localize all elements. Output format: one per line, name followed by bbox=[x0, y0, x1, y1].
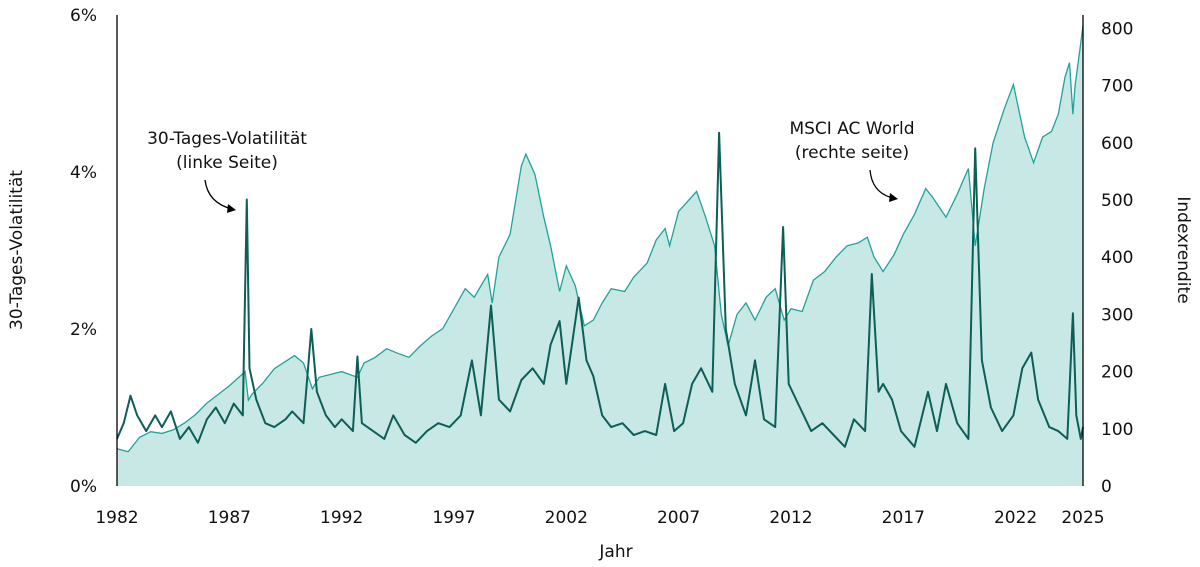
y-right-axis-label: Indexrendite bbox=[1173, 196, 1193, 303]
y-right-tick-label: 700 bbox=[1101, 77, 1133, 97]
x-tick-label: 2025 bbox=[1061, 508, 1104, 528]
annotation-volatility: 30-Tages-Volatilität (linke Seite) bbox=[147, 129, 307, 213]
volatility-line bbox=[116, 131, 1084, 448]
index-area-layer bbox=[116, 25, 1084, 486]
annotation-volatility-line1: 30-Tages-Volatilität bbox=[147, 129, 307, 149]
y-left-axis-label: 30-Tages-Volatilität bbox=[7, 170, 27, 330]
x-axis-label: Jahr bbox=[598, 542, 632, 562]
annotation-index-line2: (rechte seite) bbox=[795, 143, 909, 163]
y-right-tick-label: 100 bbox=[1101, 420, 1133, 440]
x-tick-label: 2007 bbox=[657, 508, 700, 528]
x-tick-label: 1987 bbox=[208, 508, 251, 528]
y-left-tick-label: 0% bbox=[70, 477, 97, 497]
x-tick-label: 2017 bbox=[882, 508, 925, 528]
annotation-index-line1: MSCI AC World bbox=[789, 119, 914, 139]
y-right-tick-label: 500 bbox=[1101, 191, 1133, 211]
y-right-tick-label: 600 bbox=[1101, 134, 1133, 154]
x-tick-label: 2022 bbox=[994, 508, 1037, 528]
annotation-volatility-line2: (linke Seite) bbox=[176, 153, 278, 173]
x-tick-label: 2012 bbox=[769, 508, 812, 528]
index-area bbox=[117, 25, 1083, 486]
x-tick-label: 1992 bbox=[320, 508, 363, 528]
annotation-arrow-icon bbox=[869, 169, 894, 199]
volatility-layer bbox=[116, 131, 1084, 448]
y-left-tick-label: 6% bbox=[70, 6, 97, 26]
x-tick-label: 1997 bbox=[432, 508, 475, 528]
arrowhead-icon bbox=[227, 204, 236, 213]
y-left-tick-label: 4% bbox=[70, 163, 97, 183]
y-right-tick-label: 400 bbox=[1101, 248, 1133, 268]
annotation-index: MSCI AC World (rechte seite) bbox=[789, 119, 915, 202]
x-tick-label: 1982 bbox=[95, 508, 138, 528]
y-right-tick-label: 300 bbox=[1101, 305, 1133, 325]
y-right-tick-label: 0 bbox=[1101, 477, 1112, 497]
tick-labels: 1982 1987 1992 1997 2002 2007 2012 2017 2022 2025… bbox=[70, 6, 1133, 528]
x-tick-label: 2002 bbox=[545, 508, 588, 528]
y-left-tick-label: 2% bbox=[70, 320, 97, 340]
arrowhead-icon bbox=[889, 193, 898, 202]
index-line bbox=[116, 25, 1084, 453]
y-right-tick-label: 200 bbox=[1101, 363, 1133, 383]
y-right-tick-label: 800 bbox=[1101, 19, 1133, 39]
